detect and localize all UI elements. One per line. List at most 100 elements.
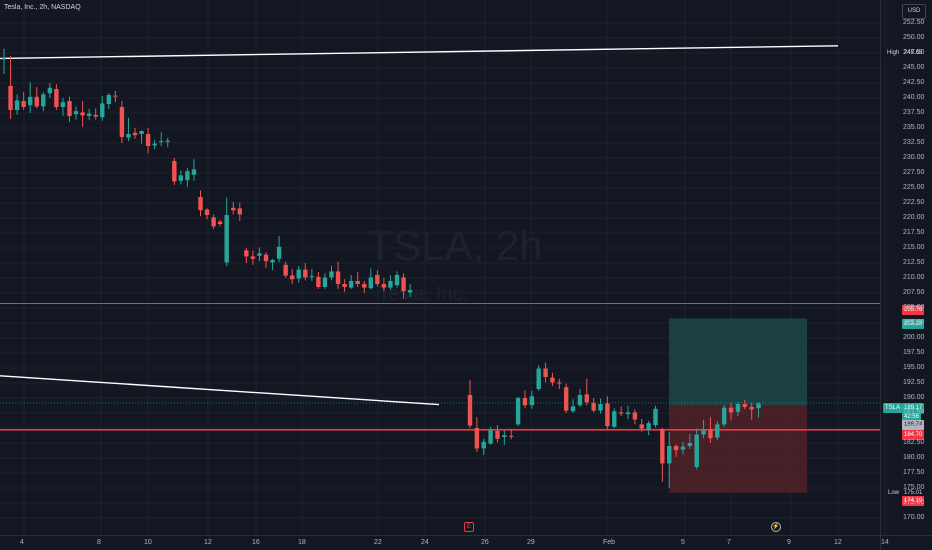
candle-body xyxy=(388,281,393,288)
candle-body xyxy=(231,207,236,211)
candle-body xyxy=(165,140,170,142)
candle-body xyxy=(100,103,105,118)
candle-body xyxy=(14,100,20,110)
candle-body xyxy=(21,101,26,107)
y-tick-label: 210.00 xyxy=(903,274,925,281)
candle-body xyxy=(708,429,713,439)
candle-body xyxy=(152,143,157,146)
target-zone xyxy=(669,318,807,406)
candle-body xyxy=(41,94,46,107)
candle-body xyxy=(381,284,387,288)
candle-body xyxy=(522,398,528,406)
y-tick-label: 252.50 xyxy=(903,19,925,26)
candle-body xyxy=(694,434,699,467)
bar-countdown-tag: 42:56 xyxy=(902,412,922,422)
x-tick-label: 10 xyxy=(144,539,152,546)
candle-body xyxy=(467,395,473,426)
candle-body xyxy=(515,398,521,425)
candle-body xyxy=(646,423,651,430)
stop-zone xyxy=(669,405,807,493)
earnings-event-icon[interactable]: E xyxy=(464,522,474,532)
x-tick-label: 5 xyxy=(681,539,685,546)
y-tick-label: 172.50 xyxy=(903,499,925,506)
target-price-tag: 203.28 xyxy=(902,319,925,329)
candle-body xyxy=(598,404,603,411)
candle-body xyxy=(198,197,203,211)
candle-body xyxy=(34,96,39,107)
candle-body xyxy=(309,276,315,278)
candle-body xyxy=(591,402,596,411)
candle-body xyxy=(407,290,413,293)
candle-body xyxy=(742,404,747,407)
candle-body xyxy=(119,107,125,137)
candle-body xyxy=(375,275,380,284)
candle-body xyxy=(639,424,644,429)
candle-body xyxy=(474,428,480,449)
y-tick-label: 247.50 xyxy=(903,49,925,56)
candle-body xyxy=(368,277,373,289)
candle-body xyxy=(237,208,242,215)
candle-body xyxy=(557,382,562,384)
y-tick-label: 217.50 xyxy=(903,229,925,236)
y-tick-label: 175.00 xyxy=(903,484,925,491)
y-tick-label: 230.00 xyxy=(903,154,925,161)
candle-body xyxy=(632,412,638,420)
high-label: High xyxy=(885,48,902,58)
x-tick-label: 12 xyxy=(834,539,842,546)
candle-body xyxy=(362,284,367,288)
candle-body xyxy=(126,134,131,138)
y-tick-label: 240.00 xyxy=(903,94,925,101)
x-tick-label: 16 xyxy=(252,539,260,546)
y-tick-label: 212.50 xyxy=(903,259,925,266)
candle-body xyxy=(106,95,111,104)
candle-body xyxy=(667,446,672,464)
dividend-event-icon[interactable]: ⚡ xyxy=(771,522,781,532)
candle-body xyxy=(756,403,761,409)
candle-body xyxy=(584,394,589,403)
y-tick-label: 197.50 xyxy=(903,349,925,356)
y-tick-label: 195.00 xyxy=(903,364,925,371)
candle-body xyxy=(191,169,197,175)
candle-body xyxy=(509,435,514,437)
y-tick-label: 177.50 xyxy=(903,469,925,476)
y-tick-label: 170.00 xyxy=(903,514,925,521)
candle-body xyxy=(329,271,334,278)
x-tick-label: 7 xyxy=(727,539,731,546)
x-tick-label: 29 xyxy=(527,539,535,546)
candle-body xyxy=(257,253,262,256)
y-tick-label: 242.50 xyxy=(903,79,925,86)
candle-body xyxy=(715,424,720,438)
y-tick-label: 235.00 xyxy=(903,124,925,131)
candle-body xyxy=(322,277,328,287)
candle-body xyxy=(263,254,269,262)
candle-body xyxy=(618,412,624,414)
candle-body xyxy=(342,284,347,287)
symbol-tag: TSLA xyxy=(883,403,903,413)
y-tick-label: 200.00 xyxy=(903,334,925,341)
currency-button[interactable]: USD xyxy=(902,4,926,19)
candle-body xyxy=(543,368,548,377)
y-tick-label: 180.00 xyxy=(903,454,925,461)
candle-body xyxy=(54,89,59,107)
candle-body xyxy=(348,281,354,288)
high-price-tag: 248.68 xyxy=(902,48,925,58)
candle-body xyxy=(224,215,229,263)
candle-body xyxy=(217,221,223,224)
chart-title: Tesla, Inc., 2h, NASDAQ xyxy=(4,4,81,11)
y-tick-label: 222.50 xyxy=(903,199,925,206)
trendline-upper xyxy=(0,45,839,60)
y-tick-label: 205.00 xyxy=(903,304,925,311)
candle-body xyxy=(276,246,282,259)
candle-body xyxy=(204,209,210,215)
y-tick-label: 220.00 xyxy=(903,214,925,221)
x-tick-label: 12 xyxy=(204,539,212,546)
candle-body xyxy=(335,271,341,284)
candle-body xyxy=(145,134,151,146)
candle-body xyxy=(529,396,535,406)
entry-price-tag: 188.74 xyxy=(902,420,925,430)
candle-body xyxy=(721,407,727,425)
candle-body xyxy=(185,171,190,181)
candle-body xyxy=(536,368,541,389)
candle-body xyxy=(73,111,79,115)
